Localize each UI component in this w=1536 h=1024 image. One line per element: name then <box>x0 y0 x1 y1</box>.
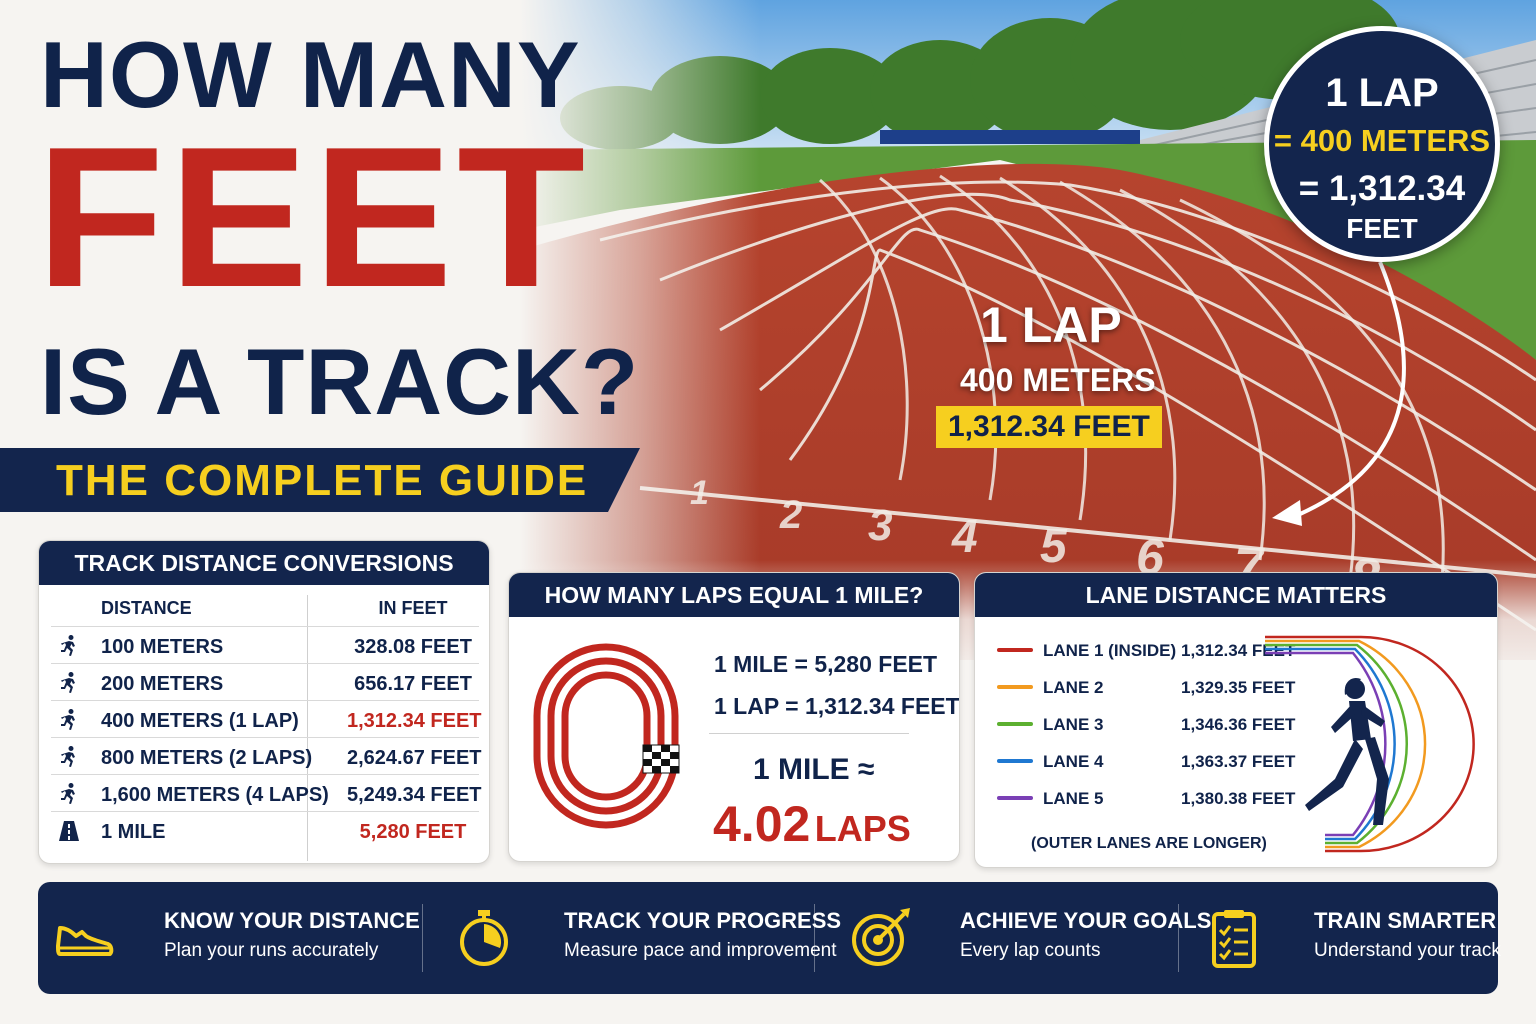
lane-feet: 1,346.36 FEET <box>1181 715 1296 734</box>
column-header-distance: DISTANCE <box>101 598 192 618</box>
lanes-note: (OUTER LANES ARE LONGER) <box>1031 835 1267 852</box>
lane-name: LANE 1 (INSIDE) <box>1043 641 1177 660</box>
row-feet: 328.08 FEET <box>354 636 472 658</box>
benefit-item: KNOW YOUR DISTANCE Plan your runs accura… <box>38 882 420 994</box>
lane-color-swatch <box>997 648 1033 652</box>
track-oval-icon <box>533 643 680 829</box>
benefit-subtitle: Every lap counts <box>960 940 1101 961</box>
table-row: 100 METERS 328.08 FEET <box>51 627 479 664</box>
row-feet: 656.17 FEET <box>354 673 472 695</box>
separator <box>814 904 815 972</box>
table-row: 400 METERS (1 LAP) 1,312.34 FEET <box>51 701 482 738</box>
runner-icon <box>57 745 81 769</box>
stopwatch-icon <box>460 910 508 966</box>
column-divider <box>307 595 308 861</box>
table-row: 1 MILE 5,280 FEET <box>51 812 479 849</box>
benefit-title: KNOW YOUR DISTANCE <box>164 908 420 933</box>
title-keyword: FEET <box>36 106 590 329</box>
row-distance: 1 MILE <box>101 821 166 843</box>
benefit-item: TRACK YOUR PROGRESS Measure pace and imp… <box>438 882 841 994</box>
subtitle-banner: THE COMPLETE GUIDE <box>0 448 640 512</box>
laps-result-unit: LAPS <box>814 808 911 849</box>
benefit-subtitle: Plan your runs accurately <box>164 940 379 961</box>
badge-feet-number: = 1,312.34 <box>1298 169 1466 208</box>
row-distance: 100 METERS <box>101 636 224 658</box>
row-distance: 1,600 METERS (4 LAPS) <box>101 784 329 806</box>
lap-badge: 1 LAP = 400 METERS = 1,312.34 FEET <box>1264 26 1500 262</box>
subtitle: THE COMPLETE GUIDE <box>56 456 589 505</box>
lanes-panel: LANE DISTANCE MATTERS LANE 1 (INSIDE) 1,3… <box>974 572 1498 868</box>
lane-name: LANE 3 <box>1043 715 1104 734</box>
lane-name: LANE 4 <box>1043 752 1104 771</box>
benefit-subtitle: Understand your track <box>1314 940 1501 961</box>
lane-arc <box>1265 647 1396 841</box>
conversions-table: DISTANCE IN FEET 100 METERS 328.08 FEET 20… <box>51 585 482 849</box>
row-feet: 2,624.67 FEET <box>347 747 482 769</box>
runner-icon <box>57 782 81 806</box>
track-callout-lap: 1 LAP <box>980 297 1122 353</box>
track-callout-meters: 400 METERS <box>960 362 1156 398</box>
benefit-item: TRAIN SMARTER Understand your track <box>1188 882 1501 994</box>
lane-feet: 1,363.37 FEET <box>1181 752 1296 771</box>
title-line-1: HOW MANY <box>40 22 581 127</box>
row-distance: 400 METERS (1 LAP) <box>101 710 299 732</box>
mile-equation: 1 MILE = 5,280 FEET <box>714 651 938 677</box>
laps-result: 4.02 LAPS <box>713 795 911 853</box>
lanes-heading: LANE DISTANCE MATTERS <box>975 573 1497 617</box>
title-line-3: IS A TRACK? <box>40 329 640 434</box>
column-header-feet: IN FEET <box>378 598 448 618</box>
lane-feet: 1,329.35 FEET <box>1181 678 1296 697</box>
divider <box>709 733 909 734</box>
lane-arc <box>1265 639 1427 849</box>
conversions-panel: TRACK DISTANCE CONVERSIONS DISTANCE IN F… <box>38 540 490 864</box>
runner-icon <box>57 671 81 695</box>
road-icon <box>57 819 81 843</box>
row-feet: 5,280 FEET <box>359 821 467 843</box>
target-icon <box>852 908 910 966</box>
lane-name: LANE 2 <box>1043 678 1104 697</box>
track-callout-feet: 1,312.34 FEET <box>936 406 1162 448</box>
row-distance: 800 METERS (2 LAPS) <box>101 747 313 769</box>
lane-color-swatch <box>997 685 1033 689</box>
benefit-title: ACHIEVE YOUR GOALS <box>960 908 1212 933</box>
lap-equation: 1 LAP = 1,312.34 FEET <box>714 693 960 719</box>
laps-result-number: 4.02 <box>713 796 811 852</box>
lane-color-swatch <box>997 722 1033 726</box>
runner-icon <box>57 634 81 658</box>
row-feet: 5,249.34 FEET <box>347 784 482 806</box>
conversions-heading: TRACK DISTANCE CONVERSIONS <box>39 541 489 585</box>
lane-color-swatch <box>997 759 1033 763</box>
table-row: 200 METERS 656.17 FEET <box>51 664 479 701</box>
laps-panel: HOW MANY LAPS EQUAL 1 MILE? 1 MILE = 5,2… <box>508 572 960 862</box>
runner-icon <box>57 708 81 732</box>
laps-heading: HOW MANY LAPS EQUAL 1 MILE? <box>509 573 959 617</box>
table-row: 800 METERS (2 LAPS) 2,624.67 FEET <box>51 738 482 775</box>
badge-meters: = 400 METERS <box>1273 123 1491 158</box>
lane-arc <box>1265 651 1387 837</box>
shoe-icon <box>56 926 114 956</box>
lane-color-swatch <box>997 796 1033 800</box>
clipboard-icon <box>1212 910 1256 968</box>
lane-feet: 1,380.38 FEET <box>1181 789 1296 808</box>
lane-name: LANE 5 <box>1043 789 1104 808</box>
benefit-title: TRACK YOUR PROGRESS <box>564 908 842 933</box>
checkered-flag-icon <box>642 744 680 774</box>
benefits-bar: KNOW YOUR DISTANCE Plan your runs accura… <box>38 882 1501 994</box>
lane-arc <box>1265 635 1475 853</box>
separator <box>422 904 423 972</box>
row-feet: 1,312.34 FEET <box>347 710 482 732</box>
lane-arcs-graphic <box>1265 635 1475 853</box>
benefit-title: TRAIN SMARTER <box>1314 908 1497 933</box>
benefit-subtitle: Measure pace and improvement <box>564 940 837 961</box>
separator <box>1178 904 1179 972</box>
table-row: 1,600 METERS (4 LAPS) 5,249.34 FEET <box>51 775 482 812</box>
mile-approx: 1 MILE ≈ <box>753 753 875 786</box>
row-distance: 200 METERS <box>101 673 224 695</box>
runner-silhouette-icon <box>1305 677 1389 825</box>
badge-feet-unit: FEET <box>1346 213 1418 244</box>
benefit-item: ACHIEVE YOUR GOALS Every lap counts <box>834 882 1211 994</box>
badge-lap: 1 LAP <box>1325 71 1439 115</box>
table-header-row: DISTANCE IN FEET <box>51 585 479 627</box>
